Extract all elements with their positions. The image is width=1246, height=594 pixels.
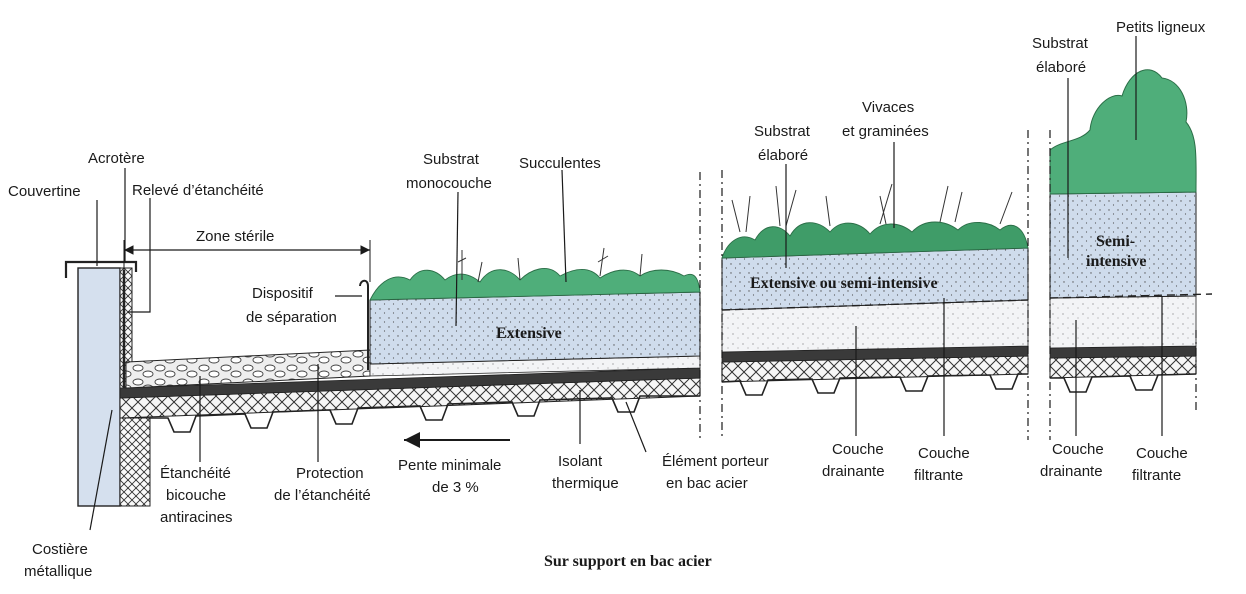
label-pente-1: Pente minimale bbox=[398, 457, 501, 474]
small-plants-1 bbox=[457, 247, 643, 283]
label-costiere-1: Costière bbox=[32, 541, 88, 558]
label-element-2: en bac acier bbox=[666, 475, 748, 492]
filter-line-3 bbox=[1049, 293, 1213, 299]
label-protection-1: Protection bbox=[296, 465, 364, 482]
label-etancheite-2: bicouche bbox=[166, 487, 226, 504]
break-lines bbox=[699, 130, 1197, 440]
parapet-lower-insulation bbox=[119, 417, 151, 507]
label-couche-dr-b-2: drainante bbox=[1040, 463, 1103, 480]
label-couche-fi-b-2: filtrante bbox=[1132, 467, 1181, 484]
succulent-vegetation bbox=[369, 268, 701, 301]
parapet-wall bbox=[77, 267, 121, 507]
label-couvertine: Couvertine bbox=[8, 183, 81, 200]
label-petits-ligneux: Petits ligneux bbox=[1116, 19, 1206, 36]
section-semi-intensive bbox=[1049, 69, 1213, 393]
diagram-caption: Sur support en bac acier bbox=[544, 553, 712, 570]
label-releve: Relevé d’étanchéité bbox=[132, 182, 264, 199]
section-extensive bbox=[119, 247, 701, 433]
label-etancheite-1: Étanchéité bbox=[160, 465, 231, 482]
label-isolant-1: Isolant bbox=[558, 453, 603, 470]
steel-deck-1 bbox=[150, 395, 700, 433]
label-couche-fi-a-1: Couche bbox=[918, 445, 970, 462]
label-dispositif-1: Dispositif bbox=[252, 285, 314, 302]
label-etancheite-3: antiracines bbox=[160, 509, 233, 526]
label-dispositif-2: de séparation bbox=[246, 309, 337, 326]
separation-hook bbox=[359, 279, 369, 287]
coping bbox=[64, 260, 138, 278]
label-ext-semi: Extensive ou semi-intensive bbox=[750, 275, 938, 292]
label-couche-dr-b-1: Couche bbox=[1052, 441, 1104, 458]
label-substrat-mono-1: Substrat bbox=[423, 151, 480, 168]
steel-deck-2 bbox=[721, 373, 1028, 396]
section-semi bbox=[721, 183, 1029, 396]
label-substrat-mono-2: monocouche bbox=[406, 175, 492, 192]
label-protection-2: de l’étanchéité bbox=[274, 487, 371, 504]
label-substrat-elab-b-2: élaboré bbox=[1036, 59, 1086, 76]
label-succulentes: Succulentes bbox=[519, 155, 601, 172]
grass-vegetation bbox=[721, 221, 1029, 259]
label-acrotere: Acrotère bbox=[88, 150, 145, 167]
label-couche-dr-a-1: Couche bbox=[832, 441, 884, 458]
label-zone-sterile: Zone stérile bbox=[196, 228, 274, 245]
label-vivaces-2: et graminées bbox=[842, 123, 929, 140]
steel-deck-3 bbox=[1050, 373, 1197, 393]
label-costiere-2: métallique bbox=[24, 563, 92, 580]
grass-blades-2 bbox=[731, 183, 1013, 233]
label-extensive: Extensive bbox=[496, 325, 562, 342]
label-pente-2: de 3 % bbox=[432, 479, 479, 496]
label-substrat-elab-b-1: Substrat bbox=[1032, 35, 1089, 52]
shrub-vegetation bbox=[1049, 69, 1197, 195]
label-substrat-elab-a-1: Substrat bbox=[754, 123, 811, 140]
label-semi-1: Semi- bbox=[1096, 233, 1135, 250]
label-isolant-2: thermique bbox=[552, 475, 619, 492]
label-couche-dr-a-2: drainante bbox=[822, 463, 885, 480]
label-element-1: Élément porteur bbox=[662, 453, 769, 470]
label-semi-2: intensive bbox=[1086, 253, 1146, 270]
leader-lines bbox=[89, 36, 1163, 531]
labels: Acrotère Couvertine Relevé d’étanchéité … bbox=[8, 19, 1206, 580]
label-substrat-elab-a-2: élaboré bbox=[758, 147, 808, 164]
drain-layer-3 bbox=[1049, 295, 1197, 349]
label-couche-fi-a-2: filtrante bbox=[914, 467, 963, 484]
label-couche-fi-b-1: Couche bbox=[1136, 445, 1188, 462]
label-vivaces-1: Vivaces bbox=[862, 99, 914, 116]
